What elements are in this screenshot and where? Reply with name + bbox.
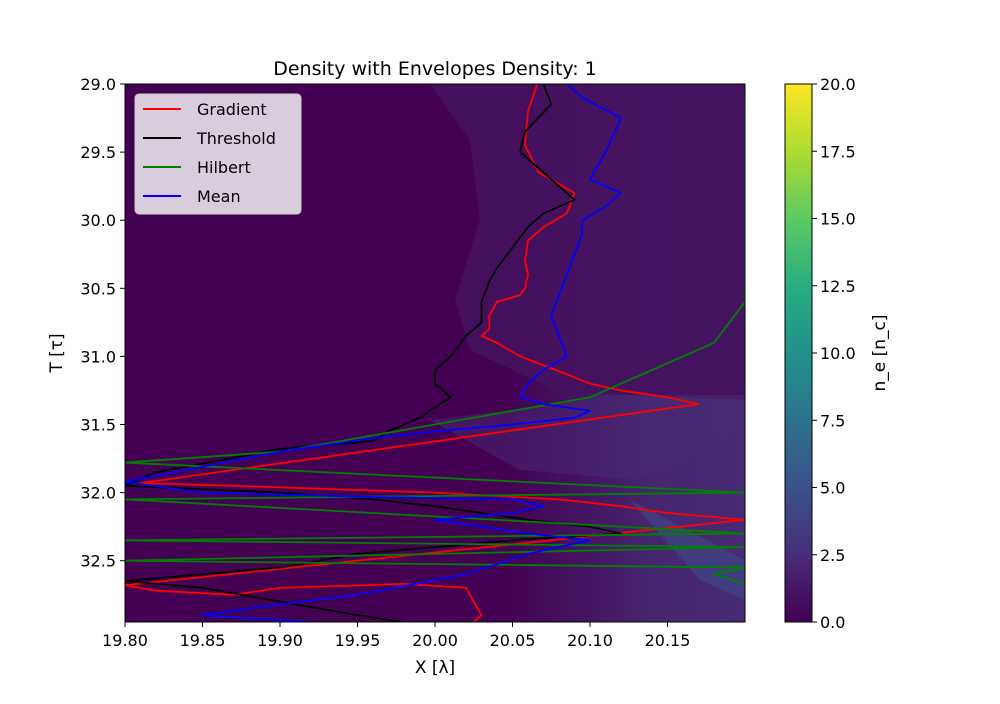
colorbar-tick-label: 20.0 [820, 75, 856, 94]
x-tick-label: 20.10 [567, 631, 613, 650]
y-tick-label: 30.5 [80, 279, 116, 298]
colorbar-tick-label: 5.0 [820, 479, 845, 498]
colorbar-tick-label: 0.0 [820, 613, 845, 632]
x-axis-label: X [λ] [415, 658, 455, 678]
y-axis-label: T [τ] [47, 333, 67, 373]
x-tick-label: 20.15 [645, 631, 691, 650]
y-tick-label: 29.0 [80, 75, 116, 94]
colorbar-tick-label: 2.5 [820, 546, 845, 565]
colorbar-tick-label: 7.5 [820, 411, 845, 430]
y-tick-label: 29.5 [80, 143, 116, 162]
x-tick-label: 20.00 [412, 631, 458, 650]
heatmap-shading [430, 84, 745, 600]
legend: Gradient Threshold Hilbert Mean [134, 93, 302, 215]
y-tick-label: 32.5 [80, 552, 116, 571]
legend-label: Threshold [196, 129, 276, 148]
colorbar: 0.0 2.5 5.0 7.5 10.0 12.5 15.0 17.5 20.0 n_e [n_… [784, 75, 890, 632]
y-tick-label: 30.0 [80, 211, 116, 230]
x-tick-label: 19.90 [257, 631, 303, 650]
colorbar-label: n_e [n_c] [870, 314, 890, 391]
x-tick-label: 19.80 [102, 631, 148, 650]
colorbar-tick-label: 10.0 [820, 344, 856, 363]
legend-label: Hilbert [197, 158, 251, 177]
x-tick-label: 19.85 [180, 631, 226, 650]
chart-title: Density with Envelopes Density: 1 [273, 58, 597, 80]
legend-label: Gradient [197, 100, 267, 119]
x-tick-label: 20.05 [490, 631, 536, 650]
series-layer [125, 84, 745, 622]
legend-label: Mean [197, 187, 241, 206]
y-tick-label: 31.5 [80, 416, 116, 435]
x-tick-label: 19.95 [335, 631, 381, 650]
colorbar-tick-label: 12.5 [820, 277, 856, 296]
series-line-threshold [125, 84, 622, 622]
y-axis: 29.0 29.5 30.0 30.5 31.0 31.5 32.0 32.5 [80, 75, 125, 571]
series-line-mean [125, 84, 622, 622]
series-line-hilbert [125, 97, 745, 585]
series-line-gradient [125, 84, 745, 622]
legend-box [134, 93, 302, 215]
colorbar-gradient [784, 83, 813, 623]
y-tick-label: 32.0 [80, 484, 116, 503]
colorbar-tick-label: 17.5 [820, 142, 856, 161]
y-tick-label: 31.0 [80, 347, 116, 366]
x-axis: 19.80 19.85 19.90 19.95 20.00 20.05 20.10 20.15 [102, 622, 690, 650]
colorbar-tick-label: 15.0 [820, 210, 856, 229]
